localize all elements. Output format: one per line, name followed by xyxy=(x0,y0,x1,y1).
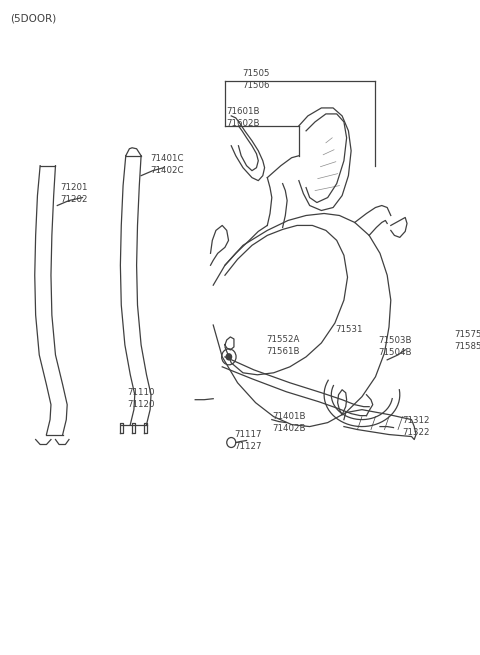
Text: 71110: 71110 xyxy=(128,388,155,397)
Text: 71585: 71585 xyxy=(454,343,480,352)
Text: 71503B: 71503B xyxy=(378,337,412,345)
Text: 71402C: 71402C xyxy=(150,166,184,175)
Text: 71120: 71120 xyxy=(128,400,155,409)
Text: 71127: 71127 xyxy=(234,442,262,451)
Text: 71531: 71531 xyxy=(335,326,362,335)
Text: 71575: 71575 xyxy=(454,331,480,339)
Text: 71201: 71201 xyxy=(60,183,87,192)
Text: 71504B: 71504B xyxy=(378,348,412,358)
Text: 71552A: 71552A xyxy=(266,335,300,345)
Text: 71601B: 71601B xyxy=(227,107,260,117)
Text: 71506: 71506 xyxy=(242,81,270,90)
Circle shape xyxy=(226,354,231,360)
Text: 71202: 71202 xyxy=(60,195,87,204)
Text: 71117: 71117 xyxy=(234,430,262,439)
Text: 71602B: 71602B xyxy=(227,119,260,128)
Text: 71402B: 71402B xyxy=(272,424,305,433)
Text: 71322: 71322 xyxy=(403,428,430,437)
Text: 71312: 71312 xyxy=(403,416,430,425)
Text: 71401C: 71401C xyxy=(150,154,184,163)
Text: 71505: 71505 xyxy=(242,69,270,77)
Text: 71561B: 71561B xyxy=(266,347,300,356)
Text: 71401B: 71401B xyxy=(272,412,305,421)
Text: (5DOOR): (5DOOR) xyxy=(11,13,57,24)
